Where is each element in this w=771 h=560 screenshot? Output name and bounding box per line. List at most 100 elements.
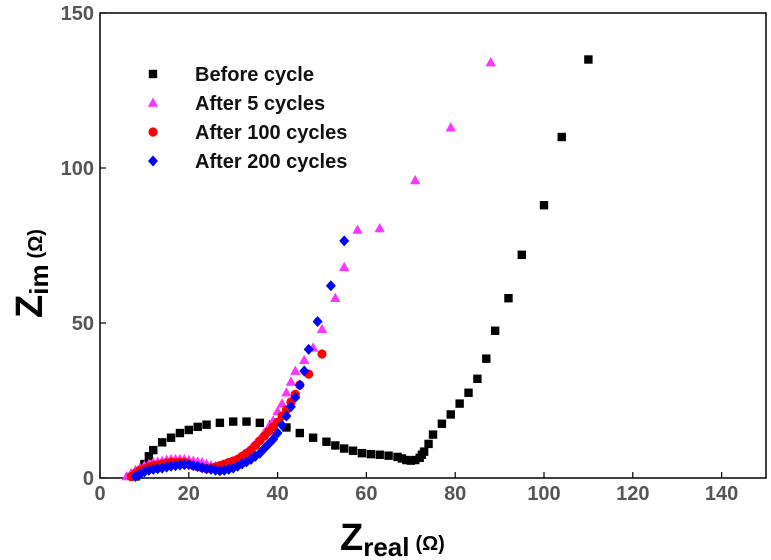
data-series — [121, 55, 593, 482]
x-tick-label: 20 — [178, 483, 200, 505]
data-point — [411, 455, 420, 465]
x-tick-label: 100 — [527, 483, 560, 505]
x-tick-label: 40 — [266, 483, 288, 505]
data-point — [175, 428, 185, 438]
data-point — [290, 365, 301, 375]
data-point — [312, 315, 323, 327]
legend-label: After 5 cycles — [195, 93, 325, 115]
data-point — [424, 439, 433, 449]
data-point — [272, 427, 283, 439]
legend-label: Before cycle — [195, 64, 314, 86]
y-axis-label: Zim(Ω) — [9, 229, 54, 318]
legend-marker — [148, 155, 158, 167]
data-point — [584, 55, 593, 64]
data-point — [330, 292, 341, 302]
data-point — [455, 399, 464, 408]
data-point — [290, 391, 301, 403]
data-point — [255, 418, 265, 428]
data-point — [352, 224, 363, 234]
data-point — [229, 417, 238, 426]
y-tick-label: 150 — [61, 3, 94, 25]
data-point — [331, 441, 340, 450]
data-point — [242, 417, 251, 426]
x-tick-label: 0 — [94, 483, 105, 505]
data-point — [339, 235, 350, 247]
legend-marker — [148, 69, 158, 79]
data-point — [557, 132, 566, 142]
data-point — [202, 420, 211, 429]
series-4 — [130, 235, 350, 482]
data-point — [268, 433, 279, 445]
data-point — [339, 261, 350, 271]
data-point — [276, 398, 288, 408]
data-point — [482, 354, 491, 363]
data-point — [317, 349, 327, 359]
data-point — [402, 455, 411, 465]
data-point — [397, 454, 407, 463]
data-point — [285, 376, 297, 386]
legend-marker — [148, 127, 158, 137]
data-point — [294, 379, 305, 391]
data-point — [490, 326, 500, 335]
data-point — [517, 250, 526, 259]
data-point — [348, 446, 358, 455]
data-point — [144, 452, 154, 461]
data-point — [299, 365, 310, 377]
data-point — [215, 418, 225, 428]
data-point — [193, 422, 202, 432]
data-point — [325, 280, 336, 292]
data-point — [406, 456, 415, 465]
data-point — [445, 122, 456, 132]
data-point — [393, 452, 402, 462]
y-tick-label: 100 — [61, 158, 94, 180]
x-axis-label: Zreal (Ω) — [340, 517, 445, 560]
data-point — [149, 445, 158, 455]
data-point — [374, 222, 385, 233]
data-point — [282, 423, 291, 432]
y-axis-ticks: 0 50 100 150 — [61, 3, 106, 490]
x-tick-label: 120 — [616, 483, 649, 505]
data-point — [446, 410, 455, 419]
data-point — [277, 419, 288, 431]
data-point — [437, 419, 447, 428]
legend-label: After 200 cycles — [195, 151, 347, 173]
data-point — [322, 437, 331, 446]
data-point — [464, 388, 473, 397]
data-point — [366, 449, 376, 459]
series-1 — [131, 55, 593, 481]
data-point — [340, 444, 349, 453]
series-2 — [121, 57, 496, 481]
y-tick-label: 50 — [72, 313, 94, 335]
legend-marker — [147, 97, 159, 107]
data-point — [184, 425, 193, 435]
data-point — [316, 323, 328, 333]
x-tick-label: 60 — [355, 483, 377, 505]
data-point — [419, 447, 429, 456]
data-point — [285, 401, 296, 413]
data-point — [157, 438, 167, 447]
data-point — [281, 387, 292, 397]
data-point — [299, 354, 310, 364]
data-point — [295, 428, 304, 438]
data-point — [485, 57, 496, 67]
x-tick-label: 140 — [705, 483, 738, 505]
plot-frame — [99, 12, 767, 479]
data-point — [166, 433, 176, 442]
data-point — [384, 451, 393, 460]
data-point — [357, 449, 367, 458]
y-tick-label: 0 — [83, 468, 94, 490]
x-tick-label: 80 — [444, 483, 466, 505]
x-axis-ticks: 0 20 40 60 80 100 120 140 — [94, 472, 738, 505]
data-point — [303, 343, 314, 355]
data-point — [375, 450, 384, 459]
data-point — [428, 430, 438, 439]
data-point — [473, 374, 482, 383]
data-point — [504, 294, 513, 303]
data-point — [539, 201, 549, 210]
data-point — [410, 174, 421, 185]
data-point — [308, 433, 318, 442]
legend: Before cycle After 5 cycles After 100 cycl… — [147, 64, 347, 173]
data-point — [281, 410, 292, 422]
legend-label: After 100 cycles — [195, 122, 347, 144]
